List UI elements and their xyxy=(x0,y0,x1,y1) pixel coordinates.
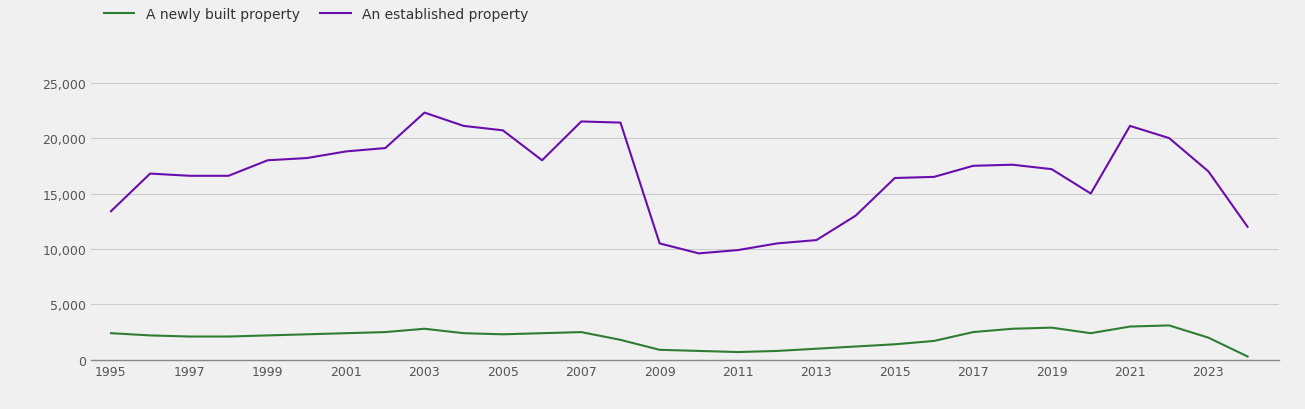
An established property xyxy=(1201,169,1216,174)
An established property xyxy=(221,174,236,179)
An established property xyxy=(809,238,825,243)
An established property xyxy=(103,209,119,214)
A newly built property xyxy=(221,334,236,339)
An established property xyxy=(966,164,981,169)
An established property xyxy=(534,158,549,163)
An established property xyxy=(1122,124,1138,129)
A newly built property xyxy=(495,332,510,337)
A newly built property xyxy=(1122,324,1138,329)
A newly built property xyxy=(1161,323,1177,328)
A newly built property xyxy=(770,348,786,353)
An established property xyxy=(927,175,942,180)
A newly built property xyxy=(142,333,158,338)
An established property xyxy=(887,176,903,181)
An established property xyxy=(848,214,864,219)
A newly built property xyxy=(1083,331,1099,336)
Line: An established property: An established property xyxy=(111,113,1248,254)
An established property xyxy=(181,174,197,179)
An established property xyxy=(142,172,158,177)
An established property xyxy=(1161,136,1177,141)
A newly built property xyxy=(809,346,825,351)
An established property xyxy=(1044,167,1060,172)
A newly built property xyxy=(416,326,432,331)
An established property xyxy=(1240,225,1255,230)
A newly built property xyxy=(534,331,549,336)
A newly built property xyxy=(181,334,197,339)
A newly built property xyxy=(103,331,119,336)
An established property xyxy=(1005,163,1021,168)
An established property xyxy=(299,156,315,161)
An established property xyxy=(731,248,746,253)
A newly built property xyxy=(651,348,667,353)
An established property xyxy=(338,150,354,155)
An established property xyxy=(770,241,786,246)
Line: A newly built property: A newly built property xyxy=(111,326,1248,357)
A newly built property xyxy=(260,333,275,338)
A newly built property xyxy=(573,330,589,335)
A newly built property xyxy=(692,348,707,353)
A newly built property xyxy=(299,332,315,337)
An established property xyxy=(612,121,628,126)
A newly built property xyxy=(887,342,903,347)
A newly built property xyxy=(338,331,354,336)
An established property xyxy=(495,128,510,133)
A newly built property xyxy=(1201,335,1216,340)
An established property xyxy=(692,251,707,256)
A newly built property xyxy=(612,337,628,342)
A newly built property xyxy=(377,330,393,335)
An established property xyxy=(377,146,393,151)
An established property xyxy=(416,111,432,116)
A newly built property xyxy=(1240,354,1255,359)
A newly built property xyxy=(966,330,981,335)
A newly built property xyxy=(731,350,746,355)
An established property xyxy=(651,241,667,246)
Legend: A newly built property, An established property: A newly built property, An established p… xyxy=(98,2,534,28)
An established property xyxy=(573,120,589,125)
A newly built property xyxy=(455,331,471,336)
An established property xyxy=(260,158,275,163)
A newly built property xyxy=(848,344,864,349)
An established property xyxy=(455,124,471,129)
A newly built property xyxy=(927,339,942,344)
An established property xyxy=(1083,191,1099,196)
A newly built property xyxy=(1044,326,1060,330)
A newly built property xyxy=(1005,326,1021,331)
